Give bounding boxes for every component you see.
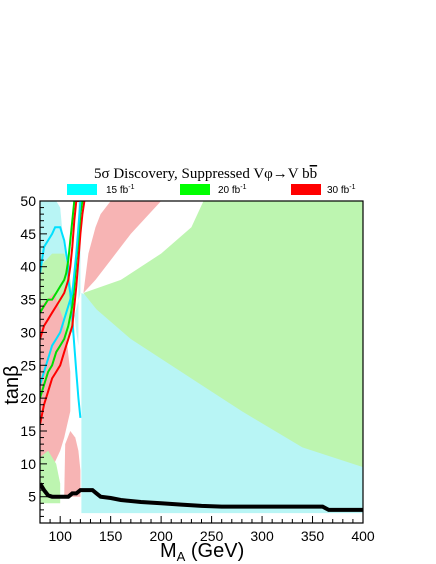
legend: 15 fb-1 20 fb-1 30 fb-1 (67, 184, 356, 196)
series-line-2 (40, 201, 85, 340)
y-tick-label-7: 40 (20, 259, 36, 275)
y-tick-label-9: 50 (20, 193, 36, 209)
legend-swatch-20 (180, 184, 210, 195)
y-tick-label-2: 15 (20, 423, 36, 439)
axes-layer: 100 150 200 250 300 350 400 5 10 15 20 25 30 35 40 45 50 (20, 193, 374, 544)
x-tick-label-0: 100 (49, 528, 73, 544)
x-tick-label-6: 400 (351, 528, 375, 544)
chart-title-bbar: b (310, 166, 318, 182)
x-axis-title: MA (GeV) (160, 540, 244, 564)
y-axis-title: tanβ (1, 365, 23, 404)
y-tick-label-6: 35 (20, 292, 36, 308)
y-tick-label-4: 25 (20, 357, 36, 373)
legend-swatch-30 (291, 184, 321, 195)
series-line-5 (40, 201, 82, 386)
legend-label-20: 20 fb-1 (218, 184, 247, 196)
x-tick-label-4: 300 (250, 528, 274, 544)
region-30-bottom-mid-area (64, 431, 81, 497)
y-tick-label-8: 45 (20, 226, 36, 242)
y-tick-label-5: 30 (20, 324, 36, 340)
region-20-main-area (83, 201, 363, 468)
x-tick-label-2: 200 (149, 528, 173, 544)
region-30-upper-area (83, 201, 162, 293)
legend-label-15: 15 fb-1 (106, 184, 135, 196)
legend-label-30: 30 fb-1 (327, 184, 356, 196)
chart-title: 5σ Discovery, Suppressed Vφ→V bb (94, 166, 317, 182)
series-line-0 (40, 226, 82, 419)
series-line-3 (40, 201, 86, 425)
regions-layer (40, 201, 363, 514)
x-tick-label-3: 250 (200, 528, 224, 544)
y-tick-label-1: 10 (20, 456, 36, 472)
legend-swatch-15 (67, 184, 97, 195)
y-tick-label-3: 20 (20, 390, 36, 406)
series-line-1 (40, 201, 83, 314)
series-line-6 (40, 482, 363, 512)
y-tick-label-0: 5 (28, 489, 36, 505)
x-tick-label-1: 150 (99, 528, 123, 544)
series-layer (40, 201, 363, 512)
x-tick-label-5: 350 (301, 528, 325, 544)
chart-title-main: 5σ Discovery, Suppressed Vφ→V b (94, 166, 310, 182)
